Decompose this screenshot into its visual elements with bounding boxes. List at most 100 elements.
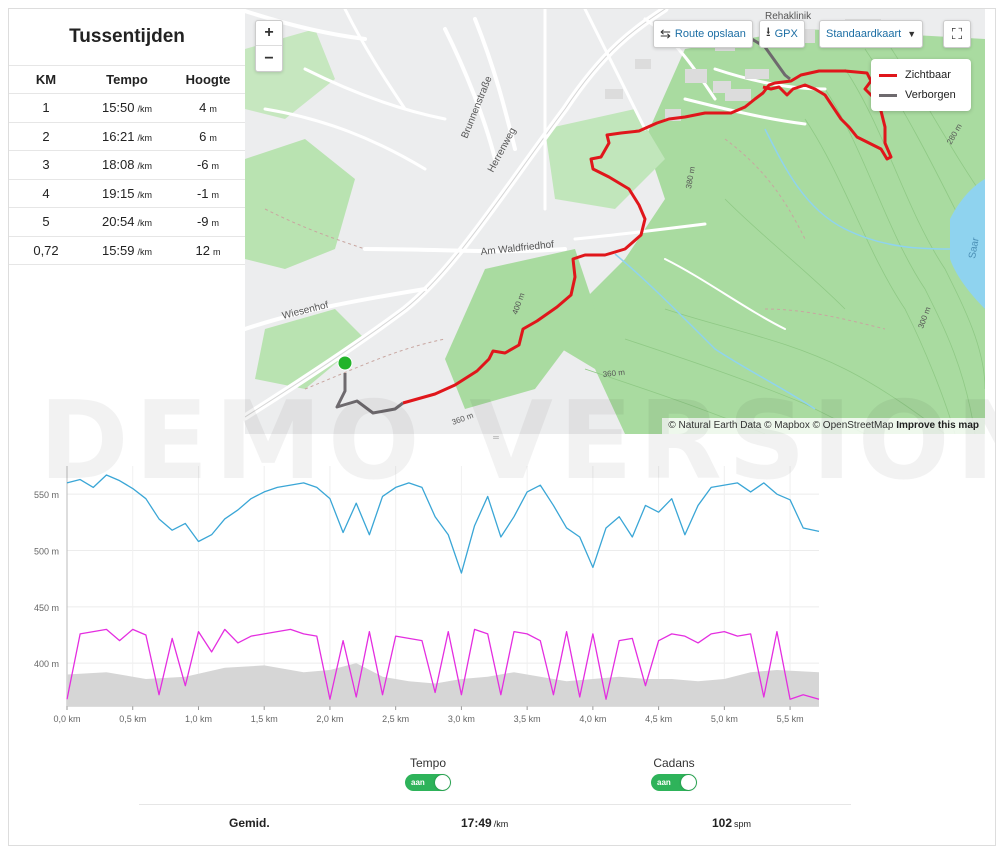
zoom-control: + −: [255, 20, 283, 72]
split-row: 0,72 15:59/km 12 m: [9, 236, 245, 265]
label-contour-360a: 360 m: [602, 368, 625, 379]
footpaths: [264, 138, 886, 390]
split-hoogte: -1 m: [171, 179, 245, 208]
split-hoogte-value: -9: [196, 214, 209, 230]
legend-item-visible: Zichtbaar: [879, 65, 963, 85]
summary-divider: [139, 804, 851, 805]
gpx-label: GPX: [774, 28, 798, 40]
cadans-toggle-knob: [681, 775, 696, 790]
route-visible: [402, 69, 893, 405]
x-tick-label: 3,0 km: [448, 714, 475, 724]
y-tick-label: 500 m: [34, 547, 59, 557]
split-tempo-value: 20:54: [101, 214, 135, 230]
cadans-toggle-text: aan: [657, 778, 671, 787]
split-hoogte-value: -6: [196, 157, 209, 173]
chart-canvas: 550 m 500 m 450 m 400 m 0,0 km 0,5 km 1,0 km 1,…: [34, 466, 820, 724]
legend-item-hidden: Verborgen: [879, 85, 963, 105]
x-tick-label: 2,0 km: [316, 714, 343, 724]
avg-cadans-unit: spm: [734, 819, 752, 829]
forest-area: [545, 29, 985, 434]
split-tempo-unit: /km: [137, 104, 153, 115]
x-tick-label: 2,5 km: [382, 714, 409, 724]
route-hidden-start: [335, 373, 404, 415]
split-tempo-value: 16:21: [101, 128, 135, 144]
download-icon: ⭳: [766, 24, 771, 39]
legend-swatch-visible: [879, 73, 897, 77]
split-km: 2: [9, 122, 83, 151]
avg-tempo-value: 17:49: [461, 816, 492, 830]
improve-map-link[interactable]: Improve this map: [896, 420, 979, 431]
split-row: 5 20:54/km -9 m: [9, 207, 245, 237]
forest-area: [255, 309, 365, 389]
lake: [950, 179, 985, 309]
tempo-toggle-text: aan: [411, 778, 425, 787]
split-km: 5: [9, 207, 83, 237]
series-tempo-line: [66, 474, 820, 574]
save-route-button[interactable]: ⇆ Route opslaan: [653, 20, 753, 48]
avg-cadans-value: 102: [712, 816, 733, 830]
split-hoogte: -9 m: [171, 207, 245, 237]
label-contour-380: 380 m: [684, 166, 697, 190]
tempo-toggle-knob: [435, 775, 450, 790]
split-hoogte-value: -1: [196, 185, 209, 201]
split-row: 1 15:50/km 4 m: [9, 93, 245, 123]
map-attribution: © Natural Earth Data © Mapbox © OpenStre…: [662, 418, 985, 434]
page-frame: Tussentijden KM Tempo Hoogte 1 15:50/km 4 m…: [8, 8, 996, 846]
zoom-out-button[interactable]: −: [264, 49, 274, 67]
split-hoogte-unit: m: [211, 218, 220, 229]
fullscreen-button[interactable]: ⛶: [943, 20, 971, 48]
zoom-in-button[interactable]: +: [256, 21, 282, 46]
splits-header-row: KM Tempo Hoogte: [9, 65, 245, 94]
x-tick-label: 1,5 km: [251, 714, 278, 724]
split-tempo: 20:54/km: [83, 207, 171, 237]
split-tempo-unit: /km: [137, 246, 153, 257]
split-tempo: 19:15/km: [83, 179, 171, 208]
split-tempo: 18:08/km: [83, 150, 171, 180]
split-tempo-unit: /km: [137, 218, 153, 229]
start-marker: [337, 355, 353, 371]
split-hoogte: 12 m: [171, 236, 245, 265]
resize-handle[interactable]: ═: [493, 433, 499, 442]
tempo-toggle[interactable]: aan: [405, 774, 451, 791]
split-hoogte-unit: m: [211, 189, 220, 200]
split-hoogte-value: 6: [199, 128, 207, 144]
split-tempo-unit: /km: [137, 189, 153, 200]
split-hoogte-unit: m: [209, 132, 217, 143]
tempo-toggle-group: Tempo aan: [368, 756, 488, 791]
split-tempo-value: 15:59: [101, 242, 135, 258]
header-km: KM: [9, 65, 83, 94]
series-elevation-area: [67, 663, 819, 706]
split-hoogte: -6 m: [171, 150, 245, 180]
cadans-toggle-group: Cadans aan: [614, 756, 734, 791]
gpx-button[interactable]: ⭳ GPX: [759, 20, 805, 48]
tempo-toggle-label: Tempo: [409, 756, 447, 770]
x-tick-label: 5,0 km: [711, 714, 738, 724]
x-tick-label: 0,0 km: [53, 714, 80, 724]
split-tempo-value: 15:50: [101, 100, 135, 116]
x-tick-label: 1,0 km: [185, 714, 212, 724]
split-hoogte-unit: m: [209, 104, 217, 115]
map-style-dropdown[interactable]: Standaardkaart ▼: [819, 20, 924, 48]
avg-label: Gemid.: [229, 816, 270, 830]
label-saar: Saar: [967, 236, 982, 259]
fullscreen-icon: ⛶: [951, 25, 963, 43]
legend-label-visible: Zichtbaar: [905, 69, 951, 81]
cadans-toggle[interactable]: aan: [651, 774, 697, 791]
attribution-text[interactable]: © Natural Earth Data © Mapbox © OpenStre…: [668, 420, 894, 431]
split-tempo: 16:21/km: [83, 122, 171, 151]
split-tempo-value: 18:08: [101, 157, 135, 173]
map-legend: Zichtbaar Verborgen: [871, 59, 971, 111]
header-tempo: Tempo: [83, 65, 171, 94]
split-row: 3 18:08/km -6 m: [9, 150, 245, 180]
legend-swatch-hidden: [879, 93, 897, 97]
split-hoogte-unit: m: [211, 161, 220, 172]
map-style-label: Standaardkaart: [826, 28, 902, 40]
route-map[interactable]: Rehaklinik Brunnenstraße Herrenweg Am Wa…: [245, 9, 985, 434]
split-hoogte-unit: m: [212, 246, 221, 257]
avg-cadans: 102 spm: [712, 816, 751, 830]
header-hoogte: Hoogte: [171, 65, 245, 94]
split-tempo: 15:50/km: [83, 93, 171, 123]
legend-label-hidden: Verborgen: [905, 89, 956, 101]
